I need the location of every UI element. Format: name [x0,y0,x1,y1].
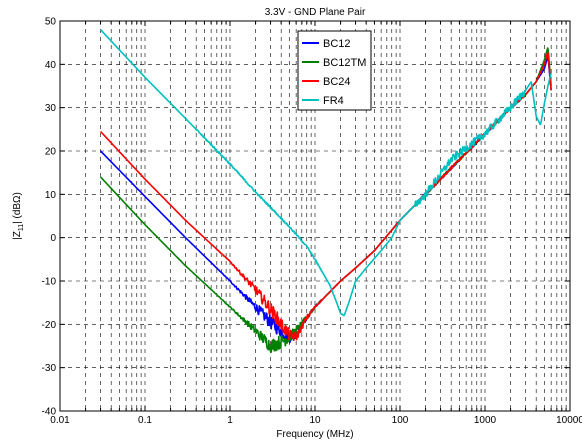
y-label-subscript: 11 [18,224,25,231]
y-tick-label: 0 [50,233,56,244]
series-line-bc24 [99,51,552,342]
x-tick-label: 10 [309,415,321,426]
x-tick-label: 10000 [556,415,582,426]
series-line-fr4 [99,29,552,317]
y-tick-label: 20 [45,147,57,158]
y-tick-label: -10 [42,277,57,288]
x-tick-label: 0.1 [138,415,152,426]
y-tick-label: -30 [42,363,57,374]
axis-ticks: -40 -30 -20 -10 0 10 20 30 40 50 0.01 0.1 1 10 100 1000… [42,17,582,427]
y-tick-label: -20 [42,320,57,331]
chart-title: 3.3V - GND Plane Pair [265,7,366,18]
x-tick-label: 1 [227,415,233,426]
legend-box [297,30,372,111]
y-tick-label: 50 [45,17,57,28]
series-group [99,29,552,354]
y-tick-label: 10 [45,190,57,201]
y-axis-label: |Z11| (dBΩ) [12,192,25,240]
legend-label-bc24: BC24 [323,76,351,88]
legend-label-bc12tm: BC12TM [323,57,366,69]
y-label-part: |Z [12,231,23,240]
y-tick-label: 30 [45,103,57,114]
y-label-part: | (dBΩ) [12,192,23,224]
x-tick-label: 1000 [474,415,497,426]
x-tick-label: 100 [392,415,409,426]
y-tick-label: -40 [42,407,57,418]
x-axis-label: Frequency (MHz) [276,429,353,440]
legend-label-bc12: BC12 [323,38,351,50]
grid-lines [60,21,570,411]
legend-label-fr4: FR4 [323,95,344,107]
legend: BC12 BC12TM BC24 FR4 [297,30,372,111]
y-tick-label: 40 [45,60,57,71]
x-tick-label: 0.01 [50,415,70,426]
